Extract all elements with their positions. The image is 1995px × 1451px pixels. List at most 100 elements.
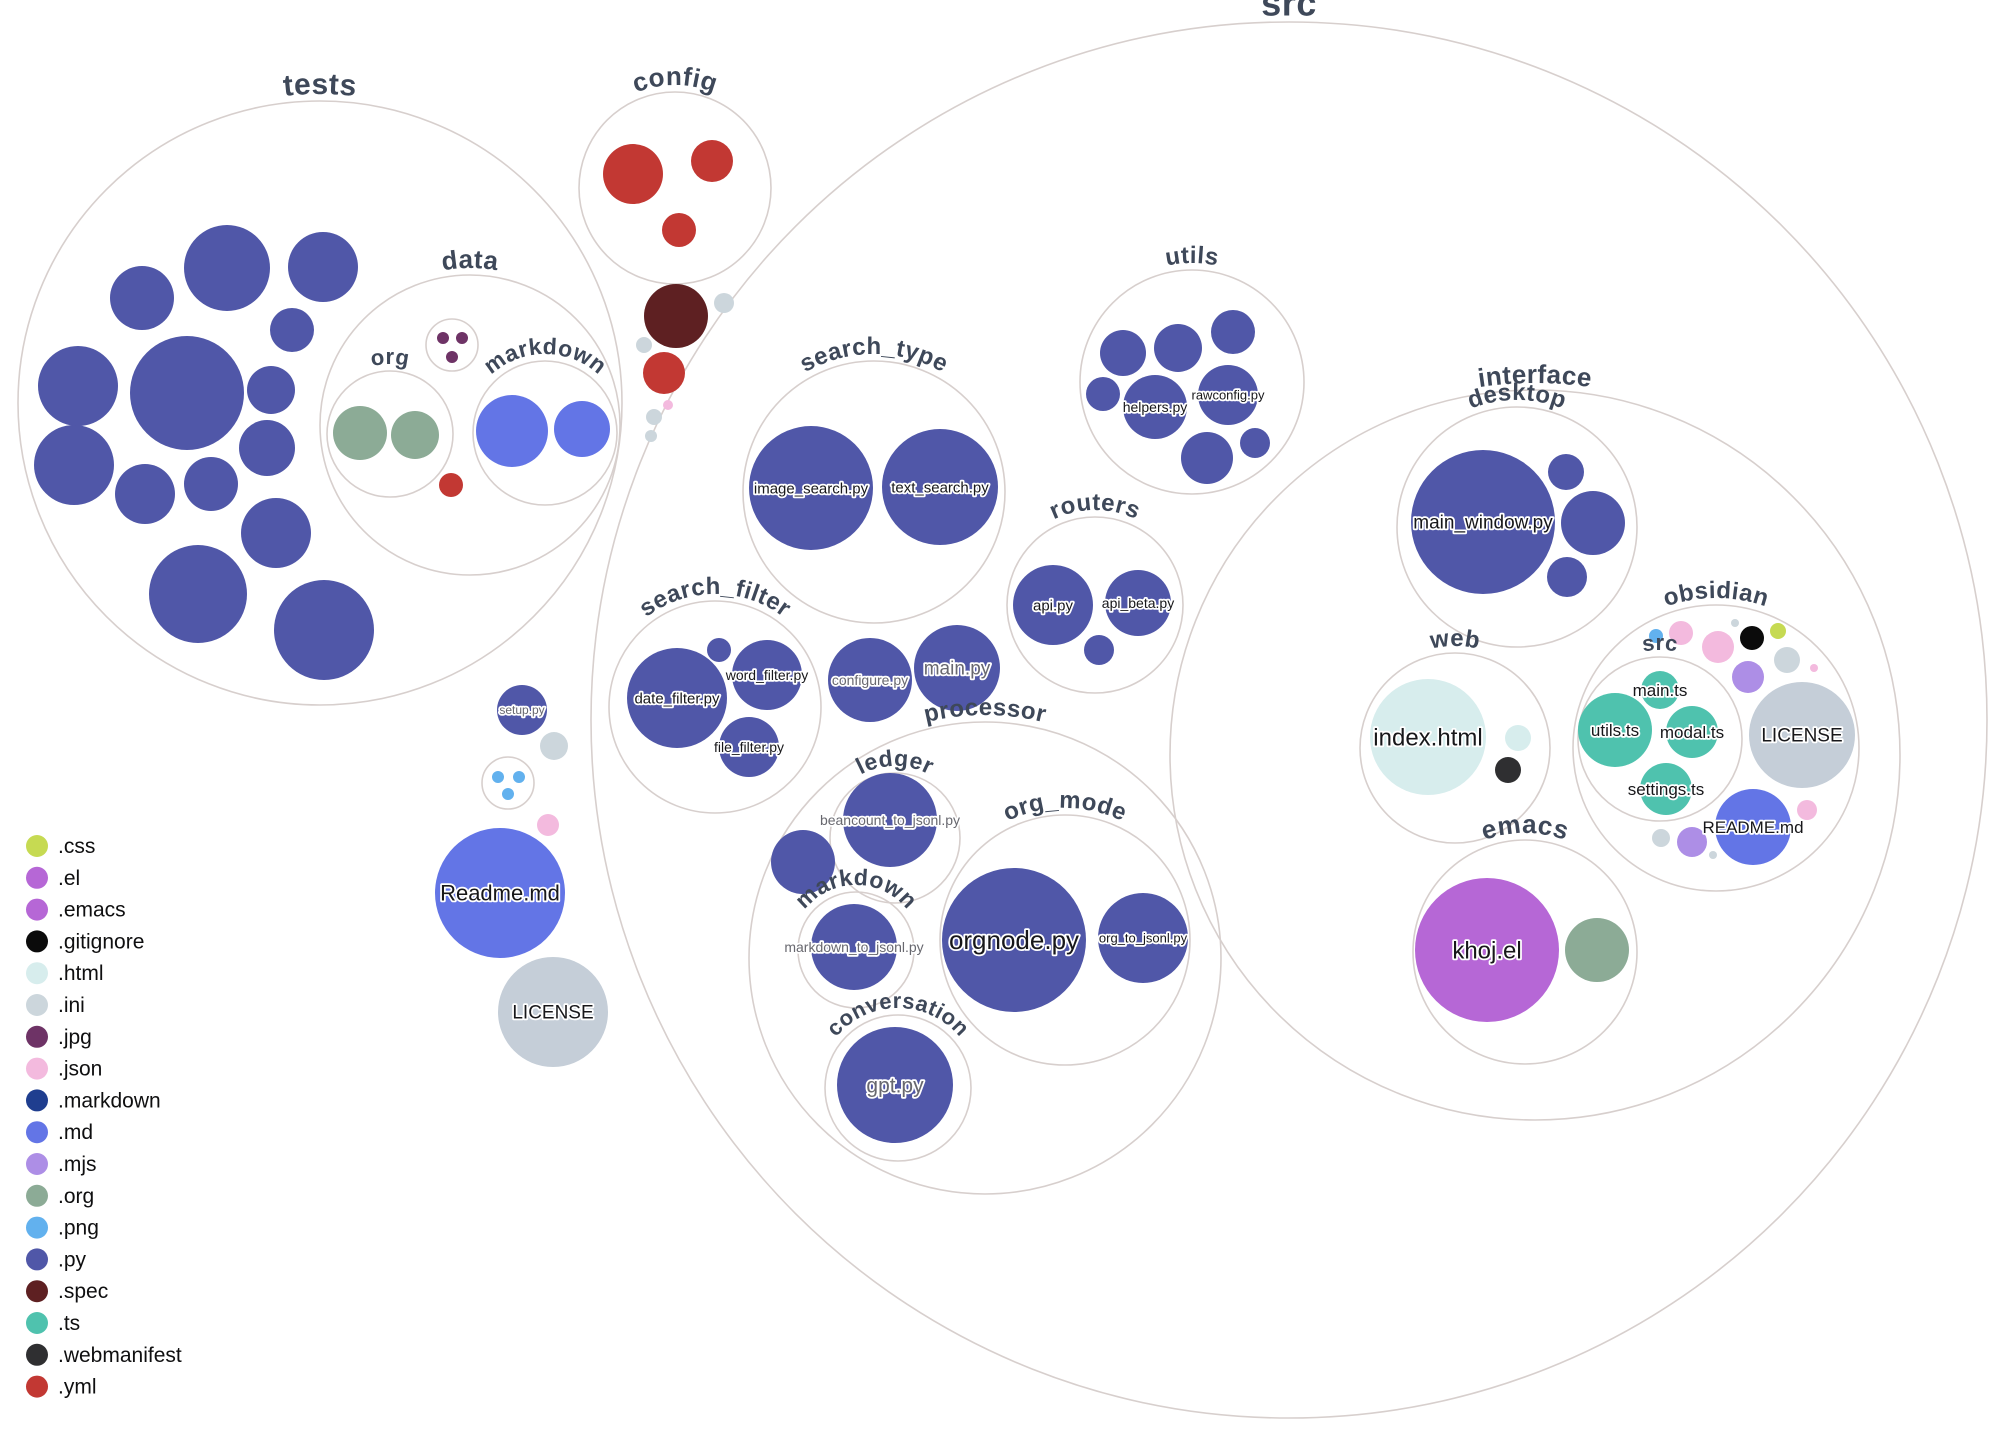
legend-item-html: .html <box>26 962 104 985</box>
folder-ring-routers <box>1006 516 1184 694</box>
file-label-helpers.py: helpers.py <box>1123 399 1188 415</box>
file-circle-py <box>270 308 314 352</box>
legend-dot-py <box>26 1248 48 1271</box>
file-circle-py <box>184 457 238 511</box>
file-circle-json <box>1797 800 1817 820</box>
file-circle-py <box>34 425 114 505</box>
file-circle-yml <box>439 473 463 497</box>
file-circle-json <box>1702 631 1734 663</box>
file-circle-ini <box>1731 619 1739 627</box>
file-circle-org <box>391 411 439 459</box>
legend-dot-css <box>26 835 48 857</box>
file-label-orgnode.py: orgnode.py <box>949 925 1079 955</box>
legend-dot-markdown <box>26 1089 48 1112</box>
file-circle-ini <box>645 430 657 442</box>
file-circle-py <box>115 464 175 524</box>
file-label-main_window.py: main_window.py <box>1413 513 1553 534</box>
file-circle-py <box>247 366 295 414</box>
legend-item-json: .json <box>26 1057 102 1081</box>
folder-label-org_mode: org_mode <box>999 787 1131 827</box>
file-circle-main.py <box>914 625 1000 711</box>
file-circle-yml <box>691 140 733 182</box>
file-circle-orgnode.py <box>942 868 1086 1012</box>
folder-ring-utils <box>1079 269 1305 495</box>
file-circle-yml <box>603 144 663 204</box>
file-labels-layer: setup.py Readme.md LICENSE configure.py main… <box>438 386 1844 1099</box>
file-circle-json <box>537 814 559 836</box>
legend-item-org: .org <box>26 1184 94 1208</box>
legend-label-ts: .ts <box>58 1312 80 1335</box>
file-circle-jpg <box>437 332 449 344</box>
file-circle-LICENSE <box>1749 682 1855 788</box>
file-circle-ini <box>714 293 734 313</box>
file-circle-beancount_to_jsonl.py <box>843 773 937 867</box>
legend-label-emacs: .emacs <box>58 899 126 922</box>
legend-item-ts: .ts <box>26 1312 80 1335</box>
file-circle-py <box>1547 557 1587 597</box>
file-label-index.html: index.html <box>1373 724 1482 751</box>
file-circle-webmanifest <box>1495 757 1521 783</box>
legend-item-css: .css <box>26 835 95 858</box>
file-label-khoj.el: khoj.el <box>1452 937 1521 964</box>
folder-ring-processor <box>748 721 1222 1195</box>
folder-label-data: data <box>440 244 501 276</box>
file-circle-modal.ts <box>1666 706 1718 758</box>
file-circle-helpers.py <box>1123 375 1187 439</box>
file-circle-py <box>274 580 374 680</box>
folder-ring-org <box>326 370 454 498</box>
file-label-modal.ts: modal.ts <box>1660 723 1724 742</box>
file-circle-py <box>1548 454 1584 490</box>
file-circle-yml <box>662 213 696 247</box>
legend-dot-html <box>26 962 48 985</box>
file-label-Readme.md: Readme.md <box>440 881 560 906</box>
file-circle-ini <box>646 409 662 425</box>
file-label-word_filter.py: word_filter.py <box>725 667 808 683</box>
file-label-api.py: api.py <box>1033 597 1074 614</box>
file-circle-org <box>1565 918 1629 982</box>
folder-label-utils: utils <box>1163 242 1220 272</box>
file-circle-jpg <box>456 332 468 344</box>
file-circle-main_window.py <box>1411 450 1555 594</box>
legend-item-ini: .ini <box>26 994 85 1017</box>
legend-dot-gitignore <box>26 930 48 953</box>
legend-dot-jpg <box>26 1025 48 1048</box>
file-label-main.ts: main.ts <box>1633 681 1688 700</box>
folder-ring-ledger <box>829 772 961 904</box>
legend-item-jpg: .jpg <box>26 1025 92 1049</box>
file-circle-py <box>239 420 295 476</box>
legend-label-jpg: .jpg <box>58 1026 92 1049</box>
file-circle-jpg <box>446 351 458 363</box>
file-circle-main.ts <box>1641 671 1679 709</box>
file-circle-py <box>707 638 731 662</box>
file-circle-org_to_jsonl.py <box>1098 893 1188 983</box>
file-circle-date_filter.py <box>627 648 727 748</box>
file-circle-py <box>241 498 311 568</box>
legend-label-yml: .yml <box>58 1376 97 1399</box>
file-circle-py <box>184 225 270 311</box>
legend-label-org: .org <box>58 1185 94 1208</box>
file-circle-py <box>130 336 244 450</box>
file-circle-yml <box>643 352 685 394</box>
file-circle-py <box>1211 310 1255 354</box>
legend-dot-ini <box>26 994 48 1016</box>
file-label-configure.py: configure.py <box>832 672 908 688</box>
file-circle-settings.ts <box>1640 763 1692 815</box>
file-circle-word_filter.py <box>732 640 802 710</box>
file-circle-mjs <box>1732 661 1764 693</box>
file-circle-py <box>1561 491 1625 555</box>
legend-item-el: .el <box>26 866 80 890</box>
file-circle-ini <box>636 337 652 353</box>
legend-dot-webmanifest <box>26 1343 48 1366</box>
folder-label-tests: tests <box>281 68 358 103</box>
legend-item-webmanifest: .webmanifest <box>26 1343 182 1367</box>
folder-ring-emacs <box>1412 839 1638 1065</box>
file-circle-py <box>110 266 174 330</box>
file-label-LICENSE: LICENSE <box>512 1003 593 1024</box>
file-label-date_filter.py: date_filter.py <box>634 690 720 707</box>
file-circle-py <box>1086 377 1120 411</box>
file-circle-khoj.el <box>1415 878 1559 1022</box>
legend-item-gitignore: .gitignore <box>26 930 144 953</box>
folder-ring-desktop <box>1396 406 1638 648</box>
